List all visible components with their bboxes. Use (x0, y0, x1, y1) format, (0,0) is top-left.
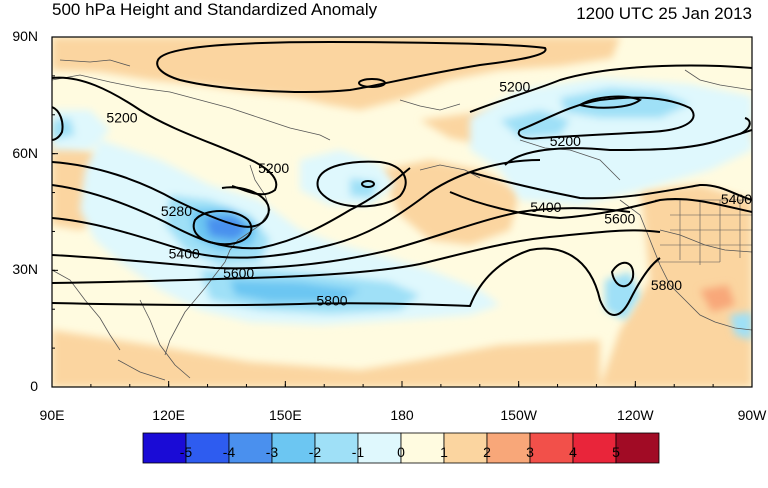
colorbar-label: 1 (440, 444, 448, 460)
colorbar-swatch (142, 432, 187, 464)
colorbar-label: 0 (397, 444, 405, 460)
lon-tick-label: 90W (737, 407, 767, 423)
contour-label: 5600 (223, 265, 254, 281)
contour-labels: 5200 5200 5280 5400 5600 5800 5200 5200 5400 5600… (106, 78, 752, 308)
map-datetime: 1200 UTC 25 Jan 2013 (576, 4, 752, 23)
contour-label: 5800 (651, 277, 682, 293)
lon-tick-label: 180 (390, 407, 414, 423)
contour-label: 5200 (106, 110, 137, 126)
colorbar-label: -5 (179, 444, 193, 460)
contour-label: 5800 (316, 292, 347, 308)
lat-tick-label: 60N (12, 144, 38, 161)
colorbar-swatch (443, 432, 488, 464)
colorbar-label: -4 (222, 444, 236, 460)
colorbar-swatch (357, 432, 402, 464)
colorbar-swatch (529, 432, 574, 464)
lat-tick-label: 90N (12, 28, 38, 44)
contour-label: 5200 (499, 78, 530, 94)
contour-label: 5400 (721, 191, 752, 207)
colorbar-label: -1 (351, 444, 365, 460)
contour-label: 5200 (550, 133, 581, 149)
colorbar (142, 432, 660, 464)
colorbar-label: -2 (308, 444, 322, 460)
colorbar-swatch (486, 432, 531, 464)
map-title: 500 hPa Height and Standardized Anomaly (52, 0, 378, 19)
contour-label: 5400 (530, 199, 561, 215)
lon-tick-label: 150E (268, 407, 302, 423)
colorbar-swatch (615, 432, 660, 464)
coastlines (52, 59, 752, 381)
lon-tick-label: 120E (152, 407, 186, 423)
colorbar-label: 2 (483, 444, 491, 460)
colorbar-swatch (185, 432, 230, 464)
lat-tick-label: 0 (30, 378, 38, 394)
contour-label: 5280 (161, 203, 192, 219)
contour-label: 5200 (258, 160, 289, 176)
negative-anomaly-shading (52, 78, 752, 340)
lon-tick-label: 150W (500, 407, 537, 423)
contour-label: 5400 (169, 246, 200, 262)
colorbar-label: -3 (265, 444, 279, 460)
colorbar-label: 4 (569, 444, 577, 460)
lon-tick-label: 120W (617, 407, 654, 423)
contour-label: 5600 (604, 211, 635, 227)
colorbar-label: 5 (612, 444, 620, 460)
colorbar-label: 3 (526, 444, 534, 460)
axis-ticks (51, 36, 753, 388)
colorbar-swatch (572, 432, 617, 464)
height-contours (52, 40, 752, 316)
colorbar-swatch (271, 432, 316, 464)
lon-tick-label: 90E (39, 407, 65, 423)
colorbar-swatch (400, 432, 445, 464)
lat-tick-label: 30N (12, 261, 38, 278)
